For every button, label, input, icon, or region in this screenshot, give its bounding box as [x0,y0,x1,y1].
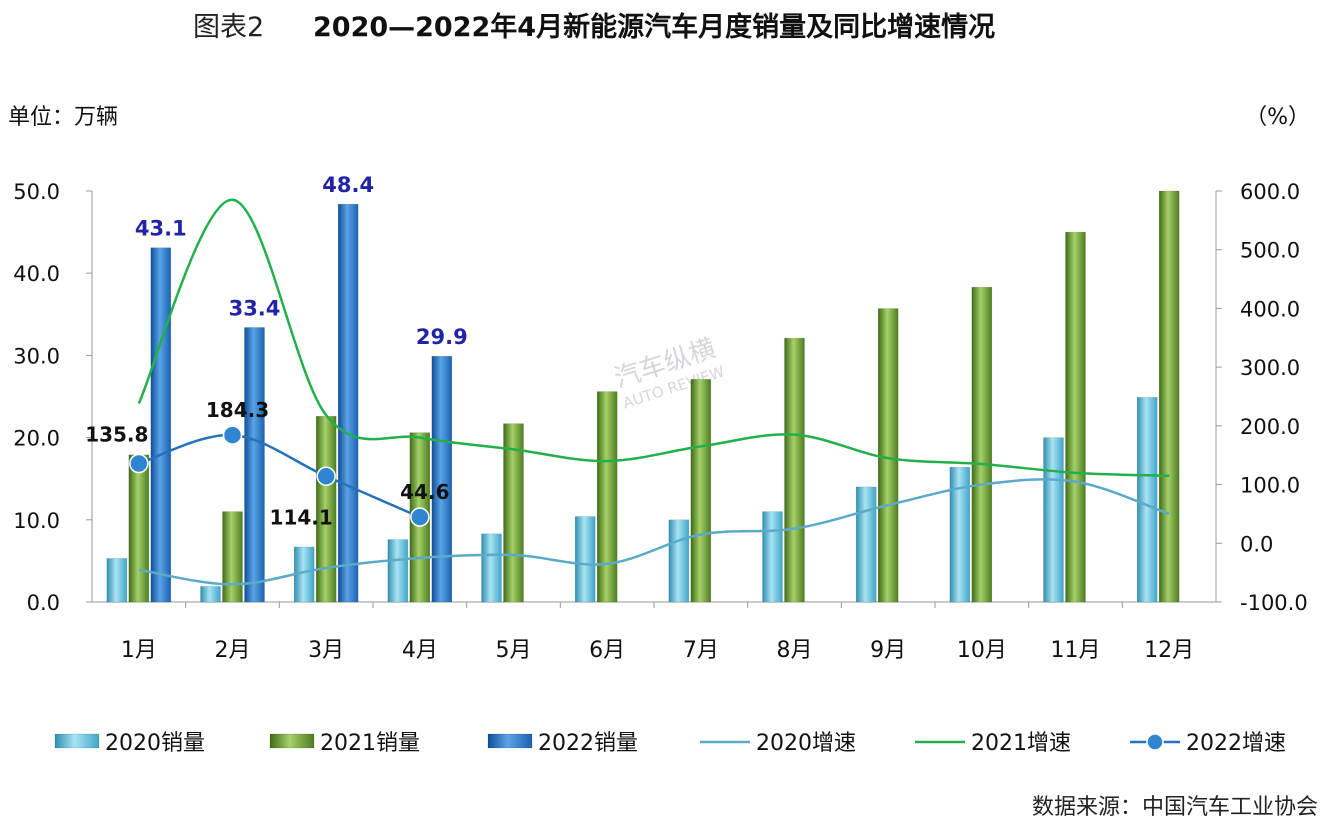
bar-2020 [855,486,877,603]
x-tick-label: 3月 [308,638,344,663]
bar-2021 [690,378,712,603]
data-source: 数据来源：中国汽车工业协会 [1032,795,1318,820]
left-tick-label: 20.0 [13,427,60,451]
bar-2020 [668,519,690,603]
legend-item-5: 2021增速 [915,731,1071,756]
right-tick-label: -100.0 [1240,591,1308,615]
x-tick-label: 5月 [496,638,532,663]
line-2020-growth [138,478,1170,586]
bar-2022 [244,327,265,603]
bar-2022 [431,355,453,603]
legend: 2020销量 2021销量 2022销量 2020增速 2021增速 2022增速 [54,731,1286,756]
sales-2022-data-label: 33.4 [229,296,281,320]
x-tick-label: 11月 [1051,638,1101,663]
growth-2022-marker [316,466,336,487]
right-tick-label: 100.0 [1240,474,1300,498]
growth-2022-marker [129,453,149,474]
right-tick-label: 200.0 [1240,415,1300,439]
x-tick-label: 1月 [121,638,157,663]
bar-2021 [222,511,243,603]
left-tick-label: 50.0 [13,180,60,204]
x-tick-label: 10月 [957,638,1007,663]
left-tick-label: 40.0 [13,262,60,286]
legend-item-2: 2021销量 [269,731,420,756]
bar-2020 [762,511,783,603]
line-2022-growth [138,433,421,519]
plot-area: 0.0 10.0 20.0 30.0 40.0 50.0 -100.0 0.0 100.0 200… [13,173,1307,663]
right-tick-label: 600.0 [1240,180,1300,204]
bar-2020 [1043,437,1064,603]
left-axis-unit: 单位：万辆 [8,105,118,130]
x-tick-label: 12月 [1144,638,1194,663]
left-tick-label: 0.0 [27,591,60,615]
x-tick-label: 4月 [402,638,438,663]
legend-swatch [54,733,100,749]
bar-2020 [200,586,221,603]
x-tick-label: 7月 [683,638,719,663]
legend-swatch [487,733,533,749]
bar-2021 [971,286,993,603]
left-tick-label: 10.0 [13,509,60,533]
x-tick-label: 9月 [870,638,906,663]
growth-2022-data-label: 114.1 [270,505,333,529]
legend-label: 2022销量 [538,731,638,756]
bar-2021 [1158,190,1180,603]
x-tick-label: 2月 [215,638,251,663]
legend-item-3: 2022销量 [487,731,638,756]
sales-2022-data-label: 29.9 [416,325,468,349]
right-tick-label: 0.0 [1240,532,1273,556]
growth-2022-marker [222,425,243,445]
legend-label: 2021销量 [320,731,420,756]
bar-2020 [481,533,502,603]
legend-label: 2020销量 [105,731,205,756]
bar-2021 [503,423,524,603]
bar-2021 [877,308,899,603]
bar-2022 [150,247,172,603]
sales-2022-data-label: 43.1 [135,217,187,241]
bar-2021 [1065,231,1086,603]
legend-label: 2021增速 [971,731,1071,756]
legend-label: 2022增速 [1186,731,1286,756]
x-tick-label: 6月 [589,638,625,663]
legend-marker [1146,733,1164,751]
bar-2021 [128,454,150,603]
bar-2020 [574,516,596,603]
growth-2022-data-label: 135.8 [85,423,148,447]
bar-2021 [784,337,805,603]
legend-item-6: 2022增速 [1130,731,1286,756]
left-tick-label: 30.0 [13,344,60,368]
legend-item-4: 2020增速 [700,731,856,756]
sales-2022-data-label: 48.4 [322,173,374,197]
chart-title: 2020—2022年4月新能源汽车月度销量及同比增速情况 [313,11,995,43]
bar-2021 [596,391,618,603]
bar-2020 [1136,397,1158,603]
growth-2022-data-label: 184.3 [206,398,269,422]
legend-swatch [269,733,315,749]
bar-2022 [337,203,359,603]
right-axis-unit: （%） [1245,105,1310,130]
bar-2020 [387,539,409,603]
legend-item-1: 2020销量 [54,731,205,756]
bar-2020 [949,466,971,603]
growth-2022-marker [410,507,430,527]
right-tick-label: 500.0 [1240,239,1300,263]
chart-title-prefix: 图表2 [193,12,264,43]
growth-2022-data-label: 44.6 [400,480,449,504]
bar-2020 [106,558,128,603]
line-2021-growth [137,198,1170,478]
x-tick-label: 8月 [777,638,813,663]
right-tick-label: 400.0 [1240,297,1300,321]
legend-label: 2020增速 [756,731,856,756]
right-tick-label: 300.0 [1240,356,1300,380]
